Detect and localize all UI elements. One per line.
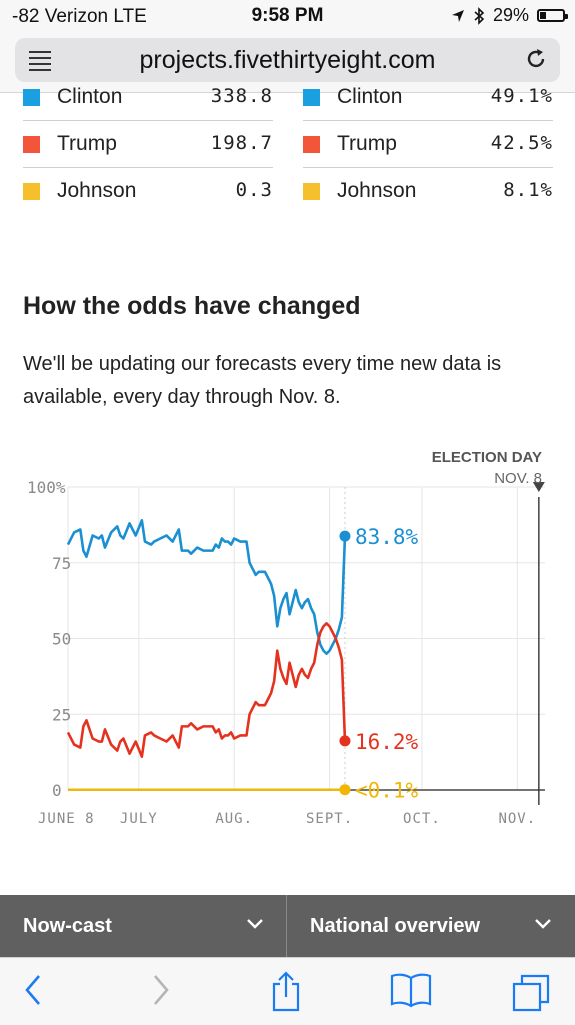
series-line-trump <box>66 622 347 758</box>
series-line-clinton <box>66 519 347 655</box>
y-tick-label: 25 <box>52 705 71 724</box>
status-indicators: 29% <box>451 5 568 26</box>
url-text[interactable]: projects.fivethirtyeight.com <box>139 46 436 74</box>
y-tick-label: 100% <box>27 478 66 497</box>
legend-value: 42.5% <box>490 132 553 154</box>
legend-value: 0.3 <box>235 179 273 201</box>
electoral-legend-row-johnson: Johnson 0.3 <box>23 167 273 214</box>
reader-menu-icon[interactable] <box>29 51 51 75</box>
national-overview-label: National overview <box>310 915 481 937</box>
battery-icon <box>537 9 568 22</box>
legend-swatch <box>303 183 320 200</box>
address-bar[interactable]: projects.fivethirtyeight.com <box>15 38 560 82</box>
series-label-clinton: 83.8% <box>355 525 419 549</box>
series-endpoint-clinton <box>339 530 351 542</box>
section-heading: How the odds have changed <box>23 292 361 320</box>
x-tick-label: SEPT. <box>306 811 353 827</box>
chevron-down-icon <box>535 919 551 929</box>
reload-icon[interactable] <box>524 47 548 71</box>
x-tick-label: JULY <box>120 811 158 827</box>
legend-name: Trump <box>57 132 117 155</box>
battery-level <box>540 12 546 19</box>
status-bar: -82 Verizon LTE 9:58 PM 29% <box>0 0 575 34</box>
popular-legend-row-trump: Trump 42.5% <box>303 120 553 167</box>
bluetooth-icon <box>474 6 485 25</box>
legend-swatch <box>23 183 40 200</box>
carrier-label: -82 Verizon LTE <box>12 6 147 27</box>
election-day-date: NOV. 8 <box>494 470 542 487</box>
forward-icon[interactable] <box>148 970 174 1010</box>
legend-swatch <box>23 89 40 106</box>
legend-name: Trump <box>337 132 397 155</box>
chevron-down-icon <box>247 919 263 929</box>
election-day-marker <box>532 482 545 492</box>
y-tick-label: 75 <box>52 554 71 573</box>
election-day-label: ELECTION DAY <box>432 449 542 466</box>
series-endpoint-johnson <box>339 784 351 796</box>
legend-name: Johnson <box>337 179 417 202</box>
clock: 9:58 PM <box>251 5 324 26</box>
legend-name: Johnson <box>57 179 137 202</box>
odds-chart: ELECTION DAY NOV. 8 100% 75 50 25 0 JUNE 8 JULY A… <box>27 449 545 827</box>
legend-name: Clinton <box>57 85 123 108</box>
series-label-trump: 16.2% <box>355 730 419 754</box>
view-selector-bar: Now-cast National overview <box>0 895 575 957</box>
series-label-johnson: <0.1% <box>355 779 419 803</box>
x-tick-label: OCT. <box>403 811 441 827</box>
battery-percent: 29% <box>492 5 529 25</box>
legend-swatch <box>303 136 320 153</box>
legend-value: 198.7 <box>210 132 273 154</box>
y-tick-label: 50 <box>52 630 71 649</box>
section-description: We'll be updating our forecasts every ti… <box>23 353 502 408</box>
y-tick-label: 0 <box>52 781 62 800</box>
popular-legend-row-johnson: Johnson 8.1% <box>303 167 553 214</box>
x-tick-label: AUG. <box>215 811 253 827</box>
electoral-legend-row-trump: Trump 198.7 <box>23 120 273 167</box>
browser-bottom-toolbar <box>0 957 575 1025</box>
browser-toolbar: projects.fivethirtyeight.com <box>0 34 575 93</box>
tab-divider <box>286 895 287 957</box>
series-endpoint-trump <box>339 735 351 747</box>
back-icon[interactable] <box>20 970 46 1010</box>
location-arrow-icon <box>451 9 464 22</box>
nowcast-label: Now-cast <box>23 915 112 937</box>
legend-swatch <box>23 136 40 153</box>
legend-value: 49.1% <box>490 85 553 107</box>
x-tick-label: JUNE 8 <box>38 811 95 827</box>
electoral-legend-row-clinton: Clinton 338.8 <box>23 74 273 120</box>
share-icon[interactable] <box>268 970 304 1014</box>
bookmarks-icon[interactable] <box>389 970 433 1010</box>
legend-swatch <box>303 89 320 106</box>
legend-value: 338.8 <box>210 85 273 107</box>
national-overview-dropdown[interactable]: National overview <box>287 895 575 957</box>
legend-name: Clinton <box>337 85 403 108</box>
x-tick-label: NOV. <box>498 811 536 827</box>
legend-value: 8.1% <box>503 179 553 201</box>
tabs-icon[interactable] <box>510 970 554 1014</box>
popular-legend-row-clinton: Clinton 49.1% <box>303 74 553 120</box>
nowcast-dropdown[interactable]: Now-cast <box>0 895 286 957</box>
